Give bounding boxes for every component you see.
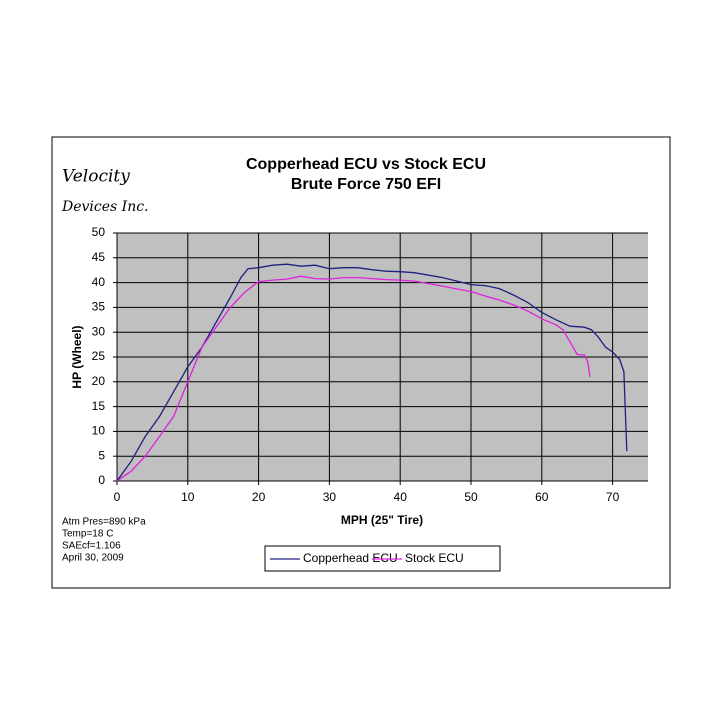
y-tick-label: 25	[92, 349, 106, 363]
chart-title: Copperhead ECU vs Stock ECU	[246, 156, 486, 173]
y-tick-label: 30	[92, 324, 106, 338]
chart-subtitle: Brute Force 750 EFI	[291, 176, 441, 193]
y-tick-label: 10	[92, 424, 106, 438]
logo-line: Velocity	[62, 167, 130, 187]
x-tick-label: 50	[464, 490, 478, 504]
series-line	[116, 275, 591, 482]
y-tick-label: 50	[92, 225, 106, 239]
x-axis-label: MPH (25" Tire)	[341, 513, 423, 527]
note: Atm Pres=890 kPa	[62, 517, 146, 528]
x-tick-label: 0	[114, 490, 121, 504]
x-tick-label: 60	[535, 490, 549, 504]
legend-label: Copperhead ECU	[303, 551, 398, 565]
y-axis-label: HP (Wheel)	[70, 325, 84, 388]
x-tick-label: 30	[323, 490, 337, 504]
y-tick-label: 0	[98, 473, 105, 487]
y-tick-label: 35	[92, 300, 106, 314]
x-tick-label: 70	[606, 490, 620, 504]
x-tick-label: 40	[394, 490, 408, 504]
logo-line: Devices Inc.	[61, 199, 149, 215]
x-tick-label: 10	[181, 490, 195, 504]
note: SAEcf=1.106	[62, 541, 121, 552]
x-tick-label: 20	[252, 490, 266, 504]
y-tick-label: 15	[92, 399, 106, 413]
legend-label: Stock ECU	[405, 551, 464, 565]
y-tick-label: 20	[92, 374, 106, 388]
y-tick-label: 45	[92, 250, 106, 264]
series-line	[116, 263, 628, 482]
note: Temp=18 C	[62, 529, 113, 540]
y-tick-label: 40	[92, 275, 106, 289]
y-tick-label: 5	[98, 448, 105, 462]
note: April 30, 2009	[62, 553, 124, 564]
